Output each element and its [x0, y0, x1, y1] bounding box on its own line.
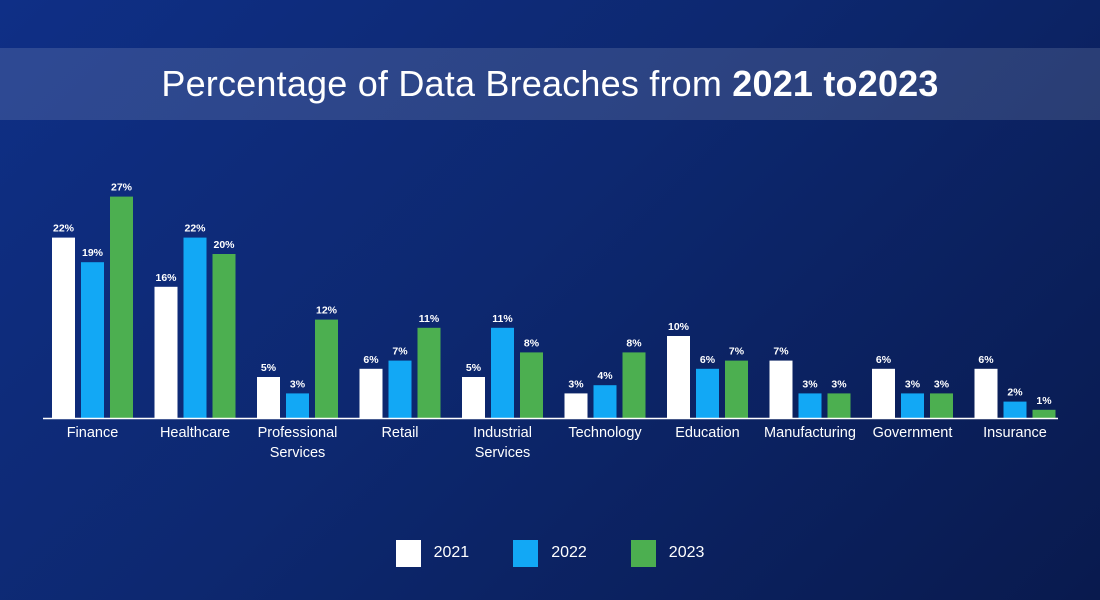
category-label-finance: Finance: [67, 425, 119, 441]
bar-industrial-services-2023: [520, 352, 543, 418]
legend-swatch-2023: [630, 539, 656, 567]
bar-industrial-services-2021: [462, 377, 485, 418]
data-label-industrial-services-2022: 11%: [492, 313, 513, 325]
category-label-professional-services-line-2: Services: [270, 445, 326, 461]
category-label-insurance: Insurance: [983, 425, 1047, 441]
legend-item-2022: 2022: [513, 539, 587, 567]
data-label-healthcare-2021: 16%: [155, 272, 177, 284]
data-label-insurance-2022: 2%: [1007, 387, 1023, 399]
legend-item-2023: 2023: [630, 539, 705, 567]
data-label-education-2022: 6%: [700, 354, 716, 366]
legend-label-2022: 2022: [551, 544, 587, 561]
data-label-finance-2022: 19%: [82, 247, 104, 259]
data-label-professional-services-2023: 12%: [316, 305, 338, 317]
data-label-technology-2023: 8%: [626, 337, 642, 349]
bar-finance-2023: [110, 196, 133, 418]
data-label-industrial-services-2021: 5%: [466, 362, 482, 374]
data-label-retail-2022: 7%: [392, 346, 408, 358]
legend: 2021 2022 2023: [0, 537, 1100, 569]
bar-retail-2022: [388, 360, 412, 418]
data-label-healthcare-2022: 22%: [184, 223, 206, 235]
bar-education-2023: [725, 360, 748, 418]
bar-manufacturing-2022: [798, 393, 822, 418]
bar-government-2022: [901, 393, 924, 418]
bar-healthcare-2022: [183, 237, 207, 418]
data-label-government-2023: 3%: [934, 378, 950, 390]
bar-manufacturing-2021: [769, 360, 793, 418]
data-label-insurance-2023: 1%: [1036, 395, 1052, 407]
chart-title-years: 2021 to2023: [732, 63, 939, 104]
category-label-industrial-services-line-1: Industrial: [473, 425, 532, 441]
bar-technology-2021: [564, 393, 588, 418]
category-label-professional-services-line-1: Professional: [258, 425, 338, 441]
category-label-education: Education: [675, 425, 740, 441]
category-label-healthcare: Healthcare: [160, 425, 230, 441]
category-label-industrial-services-line-2: Services: [475, 445, 531, 461]
data-label-retail-2023: 11%: [419, 313, 440, 325]
data-label-manufacturing-2022: 3%: [802, 378, 818, 390]
data-label-insurance-2021: 6%: [978, 354, 994, 366]
bar-professional-services-2022: [286, 393, 309, 418]
legend-label-2021: 2021: [433, 544, 470, 561]
bar-insurance-2022: [1003, 401, 1027, 418]
title-band: Percentage of Data Breaches from 2021 to…: [0, 48, 1100, 120]
bar-insurance-2023: [1032, 409, 1056, 418]
chart-title: Percentage of Data Breaches from 2021 to…: [161, 63, 938, 105]
legend-item-2021: 2021: [395, 539, 470, 567]
bar-government-2023: [930, 393, 953, 418]
bar-insurance-2021: [974, 368, 998, 418]
data-label-manufacturing-2021: 7%: [773, 346, 789, 358]
legend-label-2023: 2023: [668, 544, 705, 561]
category-label-technology: Technology: [568, 425, 642, 441]
data-label-finance-2023: 27%: [111, 182, 133, 194]
category-label-retail: Retail: [381, 425, 418, 441]
data-label-professional-services-2022: 3%: [290, 378, 306, 390]
data-label-technology-2022: 4%: [597, 370, 613, 382]
bar-technology-2023: [622, 352, 646, 418]
data-label-technology-2021: 3%: [568, 378, 584, 390]
data-label-professional-services-2021: 5%: [261, 362, 277, 374]
bar-healthcare-2021: [154, 286, 178, 418]
category-label-manufacturing: Manufacturing: [764, 425, 856, 441]
data-label-government-2021: 6%: [876, 354, 892, 366]
bar-manufacturing-2023: [827, 393, 851, 418]
bar-industrial-services-2022: [491, 327, 514, 418]
legend-swatch-2022: [513, 539, 539, 567]
bar-retail-2023: [417, 327, 441, 418]
category-label-government: Government: [873, 425, 953, 441]
data-label-manufacturing-2023: 3%: [831, 378, 847, 390]
bar-technology-2022: [593, 385, 617, 418]
bar-finance-2022: [81, 262, 104, 418]
bar-professional-services-2023: [315, 319, 338, 418]
bar-retail-2021: [359, 368, 383, 418]
bar-finance-2021: [52, 237, 75, 418]
bar-education-2021: [667, 336, 690, 418]
bar-government-2021: [872, 368, 895, 418]
data-label-finance-2021: 22%: [53, 223, 75, 235]
data-label-healthcare-2023: 20%: [213, 239, 235, 251]
data-label-education-2023: 7%: [729, 346, 745, 358]
chart-title-prefix: Percentage of Data Breaches from: [161, 63, 733, 104]
data-label-industrial-services-2023: 8%: [524, 337, 540, 349]
bar-education-2022: [696, 368, 719, 418]
data-label-government-2022: 3%: [905, 378, 921, 390]
data-label-retail-2021: 6%: [363, 354, 379, 366]
data-label-education-2021: 10%: [668, 321, 690, 333]
bar-healthcare-2023: [212, 254, 236, 418]
bar-professional-services-2021: [257, 377, 280, 418]
legend-swatch-2021: [395, 539, 421, 567]
